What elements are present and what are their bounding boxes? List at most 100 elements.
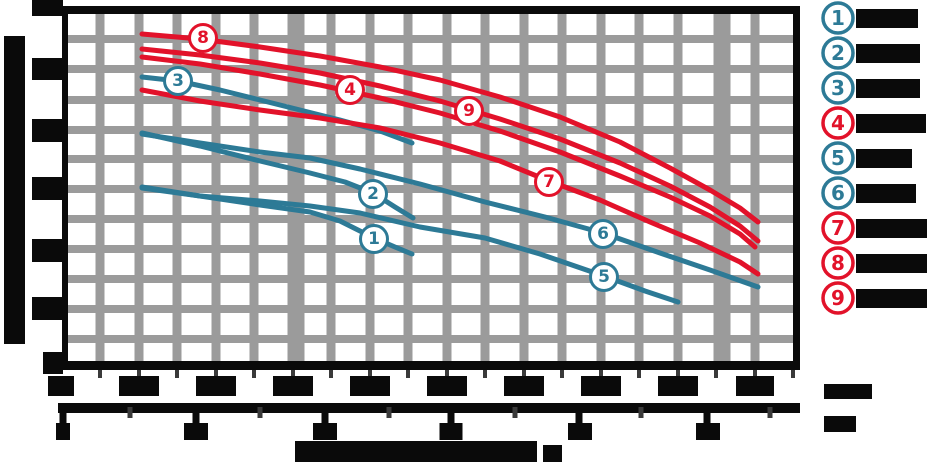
grid-line-h (62, 275, 800, 283)
grid-line-h (62, 65, 800, 73)
balloon-number: 5 (598, 267, 610, 287)
legend-circle (821, 141, 855, 175)
legend-label-redacted (856, 254, 927, 273)
x1-tick (175, 370, 179, 378)
balloon-circle (534, 167, 564, 197)
curve-4 (139, 54, 758, 250)
x2-major-tick (447, 407, 455, 423)
legend-label-redacted (856, 9, 918, 28)
legend-circle (821, 176, 855, 210)
balloon-6: 6 (588, 219, 618, 249)
balloon-number: 9 (463, 101, 475, 121)
x2-minor-tick (386, 407, 392, 418)
balloon-number: 6 (597, 224, 609, 244)
curve-9 (139, 46, 761, 244)
curve-7 (139, 87, 761, 277)
legend-number: 7 (831, 216, 845, 240)
x1-tick-label-redacted (504, 376, 544, 396)
x2-major-tick (575, 407, 583, 423)
y-tick-label-redacted (32, 177, 63, 200)
legend-number: 2 (831, 41, 845, 65)
legend-number: 4 (831, 111, 845, 135)
balloon-circle (359, 224, 389, 254)
y-axis-title-redacted (4, 36, 25, 344)
x1-tick (522, 370, 526, 378)
balloon-circle (163, 66, 193, 96)
x1-tick-label-redacted (350, 376, 390, 396)
x1-tick-label-redacted (427, 376, 467, 396)
legend-item-4: 4 (821, 106, 926, 140)
plot-border (62, 6, 800, 370)
legend-label-redacted (856, 219, 927, 238)
x2-major-tick (321, 407, 329, 423)
legend-number: 8 (831, 251, 845, 275)
x1-tick (637, 370, 641, 378)
balloon-1: 1 (359, 224, 389, 254)
x1-tick (214, 370, 218, 378)
legend-circle (821, 211, 855, 245)
balloon-circle (335, 75, 365, 105)
plot-border-edge (793, 6, 800, 370)
legend: 1 2 3 4 5 6 7 8 9 (821, 1, 927, 315)
x-axis-secondary (56, 403, 856, 440)
plot-border-edge (62, 361, 800, 370)
y-tick-label-redacted (43, 352, 63, 374)
balloon-5: 5 (589, 262, 619, 292)
legend-number: 6 (831, 181, 845, 205)
x1-tick (368, 370, 372, 378)
x1-tick (291, 370, 295, 378)
x1-tick-label-redacted (273, 376, 313, 396)
x2-minor-tick (127, 407, 133, 418)
x1-tick-label-redacted (658, 376, 698, 396)
grid-line-h (62, 155, 800, 163)
legend-item-6: 6 (821, 176, 916, 210)
x2-tick-label-redacted (56, 423, 70, 440)
legend-circle (821, 106, 855, 140)
legend-item-1: 1 (821, 1, 918, 35)
chart-title (295, 441, 562, 462)
legend-label-redacted (856, 289, 927, 308)
x1-tick (483, 370, 487, 378)
x2-tick-label-redacted (184, 423, 208, 440)
legend-circle (821, 281, 855, 315)
x2-major-tick (59, 407, 67, 423)
balloon-2: 2 (358, 179, 388, 209)
balloon-circle (188, 23, 218, 53)
balloon-8: 8 (188, 23, 218, 53)
x2-minor-tick (257, 407, 263, 418)
grid-line-h (62, 126, 800, 134)
legend-number: 1 (831, 6, 845, 30)
chart-title-redacted (295, 441, 537, 462)
legend-item-8: 8 (821, 246, 927, 280)
y-tick-label-redacted (32, 0, 63, 16)
balloon-number: 8 (197, 28, 209, 48)
legend-label-redacted (856, 79, 920, 98)
balloon-number: 1 (368, 229, 380, 249)
x2-minor-tick (638, 407, 644, 418)
curve-2 (139, 130, 416, 221)
y-tick-label-redacted (32, 58, 63, 80)
x1-unit-redacted (824, 384, 872, 399)
y-axis (4, 0, 63, 374)
balloon-9: 9 (454, 96, 484, 126)
grid-line-h (62, 305, 800, 313)
x2-major-tick (192, 407, 200, 423)
x1-tick-label-redacted (48, 376, 74, 396)
x2-tick-label-redacted (696, 423, 720, 440)
plot-border-edge (62, 6, 800, 14)
legend-circle (821, 246, 855, 280)
x1-tick-label-redacted (581, 376, 621, 396)
grid-line-h (62, 215, 800, 223)
x2-tick-label-redacted (568, 423, 592, 440)
x1-tick (753, 370, 757, 378)
x1-tick (98, 370, 102, 378)
chart-title-redacted (543, 445, 562, 462)
legend-label-redacted (856, 184, 916, 203)
balloon-number: 2 (367, 184, 379, 204)
x1-tick-label-redacted (119, 376, 159, 396)
x1-tick (714, 370, 718, 378)
x2-unit-redacted (824, 416, 856, 432)
x2-minor-tick (512, 407, 518, 418)
